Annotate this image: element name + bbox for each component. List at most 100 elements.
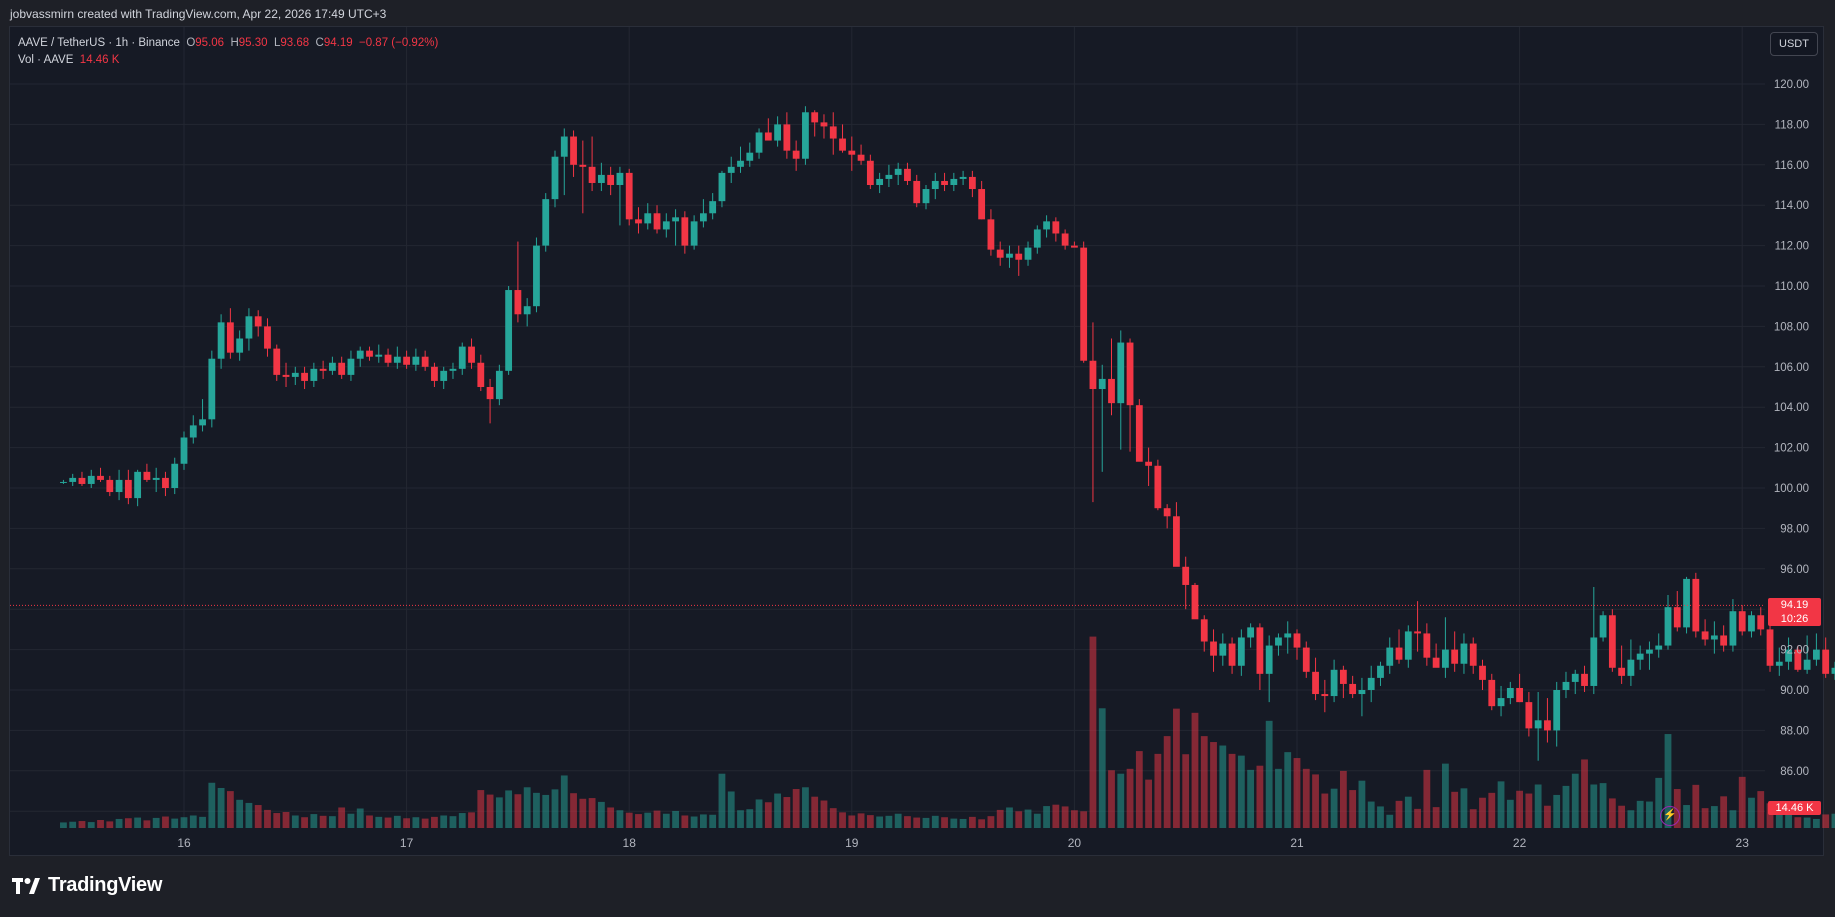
volume-bar — [1442, 763, 1449, 828]
volume-bar — [783, 797, 791, 828]
candle — [1228, 637, 1236, 674]
volume-bar — [700, 814, 707, 828]
candle — [1479, 659, 1486, 690]
candle — [774, 116, 781, 147]
legend-volume-value: 14.46 K — [79, 54, 120, 66]
candle — [1414, 601, 1421, 652]
volume-bar — [533, 792, 540, 828]
volume-bar — [217, 787, 225, 828]
candle — [78, 471, 86, 486]
candle — [1469, 637, 1477, 674]
candle — [347, 350, 355, 381]
candle — [1646, 641, 1653, 670]
candle — [597, 162, 605, 192]
candle — [356, 346, 364, 367]
volume-bar — [1571, 773, 1579, 828]
candle — [329, 356, 336, 375]
volume-bar — [384, 817, 392, 828]
volume-bar — [1043, 806, 1050, 828]
currency-unit-button[interactable]: USDT — [1770, 32, 1818, 56]
volume-bar — [1748, 797, 1755, 828]
volume-bar — [87, 822, 95, 828]
candle — [1701, 619, 1709, 646]
volume-bar — [802, 787, 809, 828]
candle — [820, 114, 828, 139]
candle — [1015, 245, 1023, 276]
candle — [477, 354, 485, 392]
volume-bar — [254, 805, 262, 828]
volume-bar — [922, 817, 930, 828]
volume-bar — [282, 811, 290, 828]
candle — [533, 237, 540, 313]
candle — [412, 348, 420, 371]
volume-bar — [709, 814, 717, 828]
candle — [996, 241, 1004, 266]
volume-bar — [468, 812, 475, 828]
candle — [1423, 623, 1431, 666]
legend-change: −0.87 (−0.92%) — [359, 37, 439, 49]
volume-bar — [329, 816, 336, 828]
candle — [87, 469, 95, 488]
volume-bar — [1117, 773, 1125, 828]
candle — [848, 136, 856, 171]
volume-bar — [1404, 796, 1412, 828]
x-tick-label: 22 — [1513, 836, 1527, 850]
lightning-icon[interactable]: ⚡ — [1660, 806, 1680, 826]
y-tick-label: 96.00 — [1780, 564, 1809, 576]
candle — [1627, 639, 1635, 686]
candle — [421, 350, 429, 371]
candle — [635, 207, 642, 234]
candle — [1831, 661, 1835, 680]
legend-symbol[interactable]: AAVE / TetherUS · 1h · Binance — [18, 37, 180, 49]
candle — [746, 142, 754, 167]
volume-bar — [226, 791, 234, 828]
candle — [913, 174, 921, 208]
volume-bar — [978, 819, 986, 828]
last-price-tag: 94.19 10:26 — [1768, 598, 1821, 627]
candle — [226, 308, 234, 359]
volume-bar — [1590, 784, 1598, 828]
volume-bar — [1302, 768, 1310, 828]
candle — [1024, 241, 1032, 266]
candle — [1571, 669, 1579, 695]
volume-bar — [1831, 813, 1835, 828]
candle — [384, 348, 392, 367]
volume-bar — [1432, 807, 1440, 828]
volume-bar — [97, 819, 104, 828]
volume-bars — [60, 636, 1835, 828]
volume-bar — [866, 815, 874, 828]
y-tick-label: 92.00 — [1780, 645, 1809, 657]
candle — [1145, 447, 1152, 486]
volume-bar — [69, 821, 77, 828]
volume-bar — [644, 812, 652, 828]
volume-bar — [1052, 804, 1060, 828]
candle — [162, 471, 169, 497]
y-tick-label: 110.00 — [1775, 281, 1809, 293]
candle — [950, 172, 958, 192]
candle — [885, 164, 893, 188]
volume-bar — [143, 820, 151, 828]
volume-bar — [1766, 803, 1774, 828]
volume-bar — [1553, 794, 1561, 828]
candle — [1516, 673, 1523, 703]
volume-bar — [449, 816, 457, 828]
volume-bar — [1219, 745, 1227, 828]
candle — [310, 362, 318, 387]
legend-volume-label[interactable]: Vol · AAVE — [18, 54, 74, 66]
volume-bar — [681, 815, 689, 828]
legend-high-label: H — [230, 37, 239, 49]
candle — [495, 364, 503, 406]
volume-bar — [662, 813, 670, 828]
volume-bar — [1544, 805, 1551, 828]
candle — [1033, 225, 1041, 254]
volume-bar — [885, 815, 893, 828]
tradingview-logo[interactable]: TradingView — [12, 874, 162, 897]
candle — [1451, 631, 1459, 672]
volume-bar — [440, 815, 448, 828]
volume-bar — [431, 816, 438, 828]
candle — [1590, 586, 1598, 695]
volume-bar — [78, 821, 86, 828]
legend-low: 93.68 — [280, 37, 310, 49]
volume-bar — [1534, 784, 1542, 828]
